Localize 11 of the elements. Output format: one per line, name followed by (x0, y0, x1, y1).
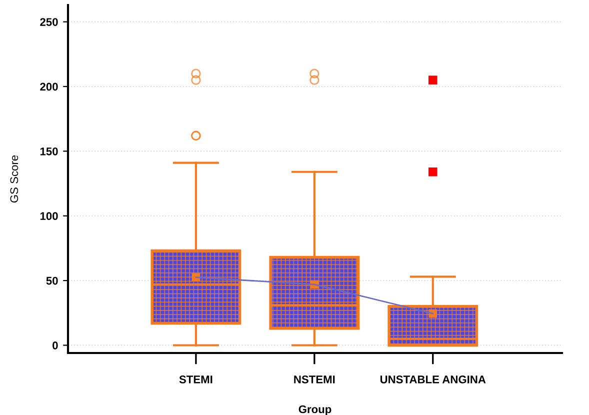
x-tick-label: STEMI (179, 376, 212, 384)
y-tick-label: 150 (40, 147, 58, 156)
y-tick-label: 50 (46, 276, 58, 285)
y-tick-label: 0 (52, 342, 58, 350)
x-tick-label: UNSTABLE ANGINA (380, 376, 486, 384)
y-tick-label: 100 (40, 212, 58, 220)
y-tick-label: 200 (40, 82, 58, 91)
y-tick-label: 250 (40, 18, 58, 26)
y-axis-title: GS Score (10, 155, 18, 203)
x-axis-title: Group (298, 405, 332, 415)
x-tick-label: NSTEMI (294, 376, 335, 384)
